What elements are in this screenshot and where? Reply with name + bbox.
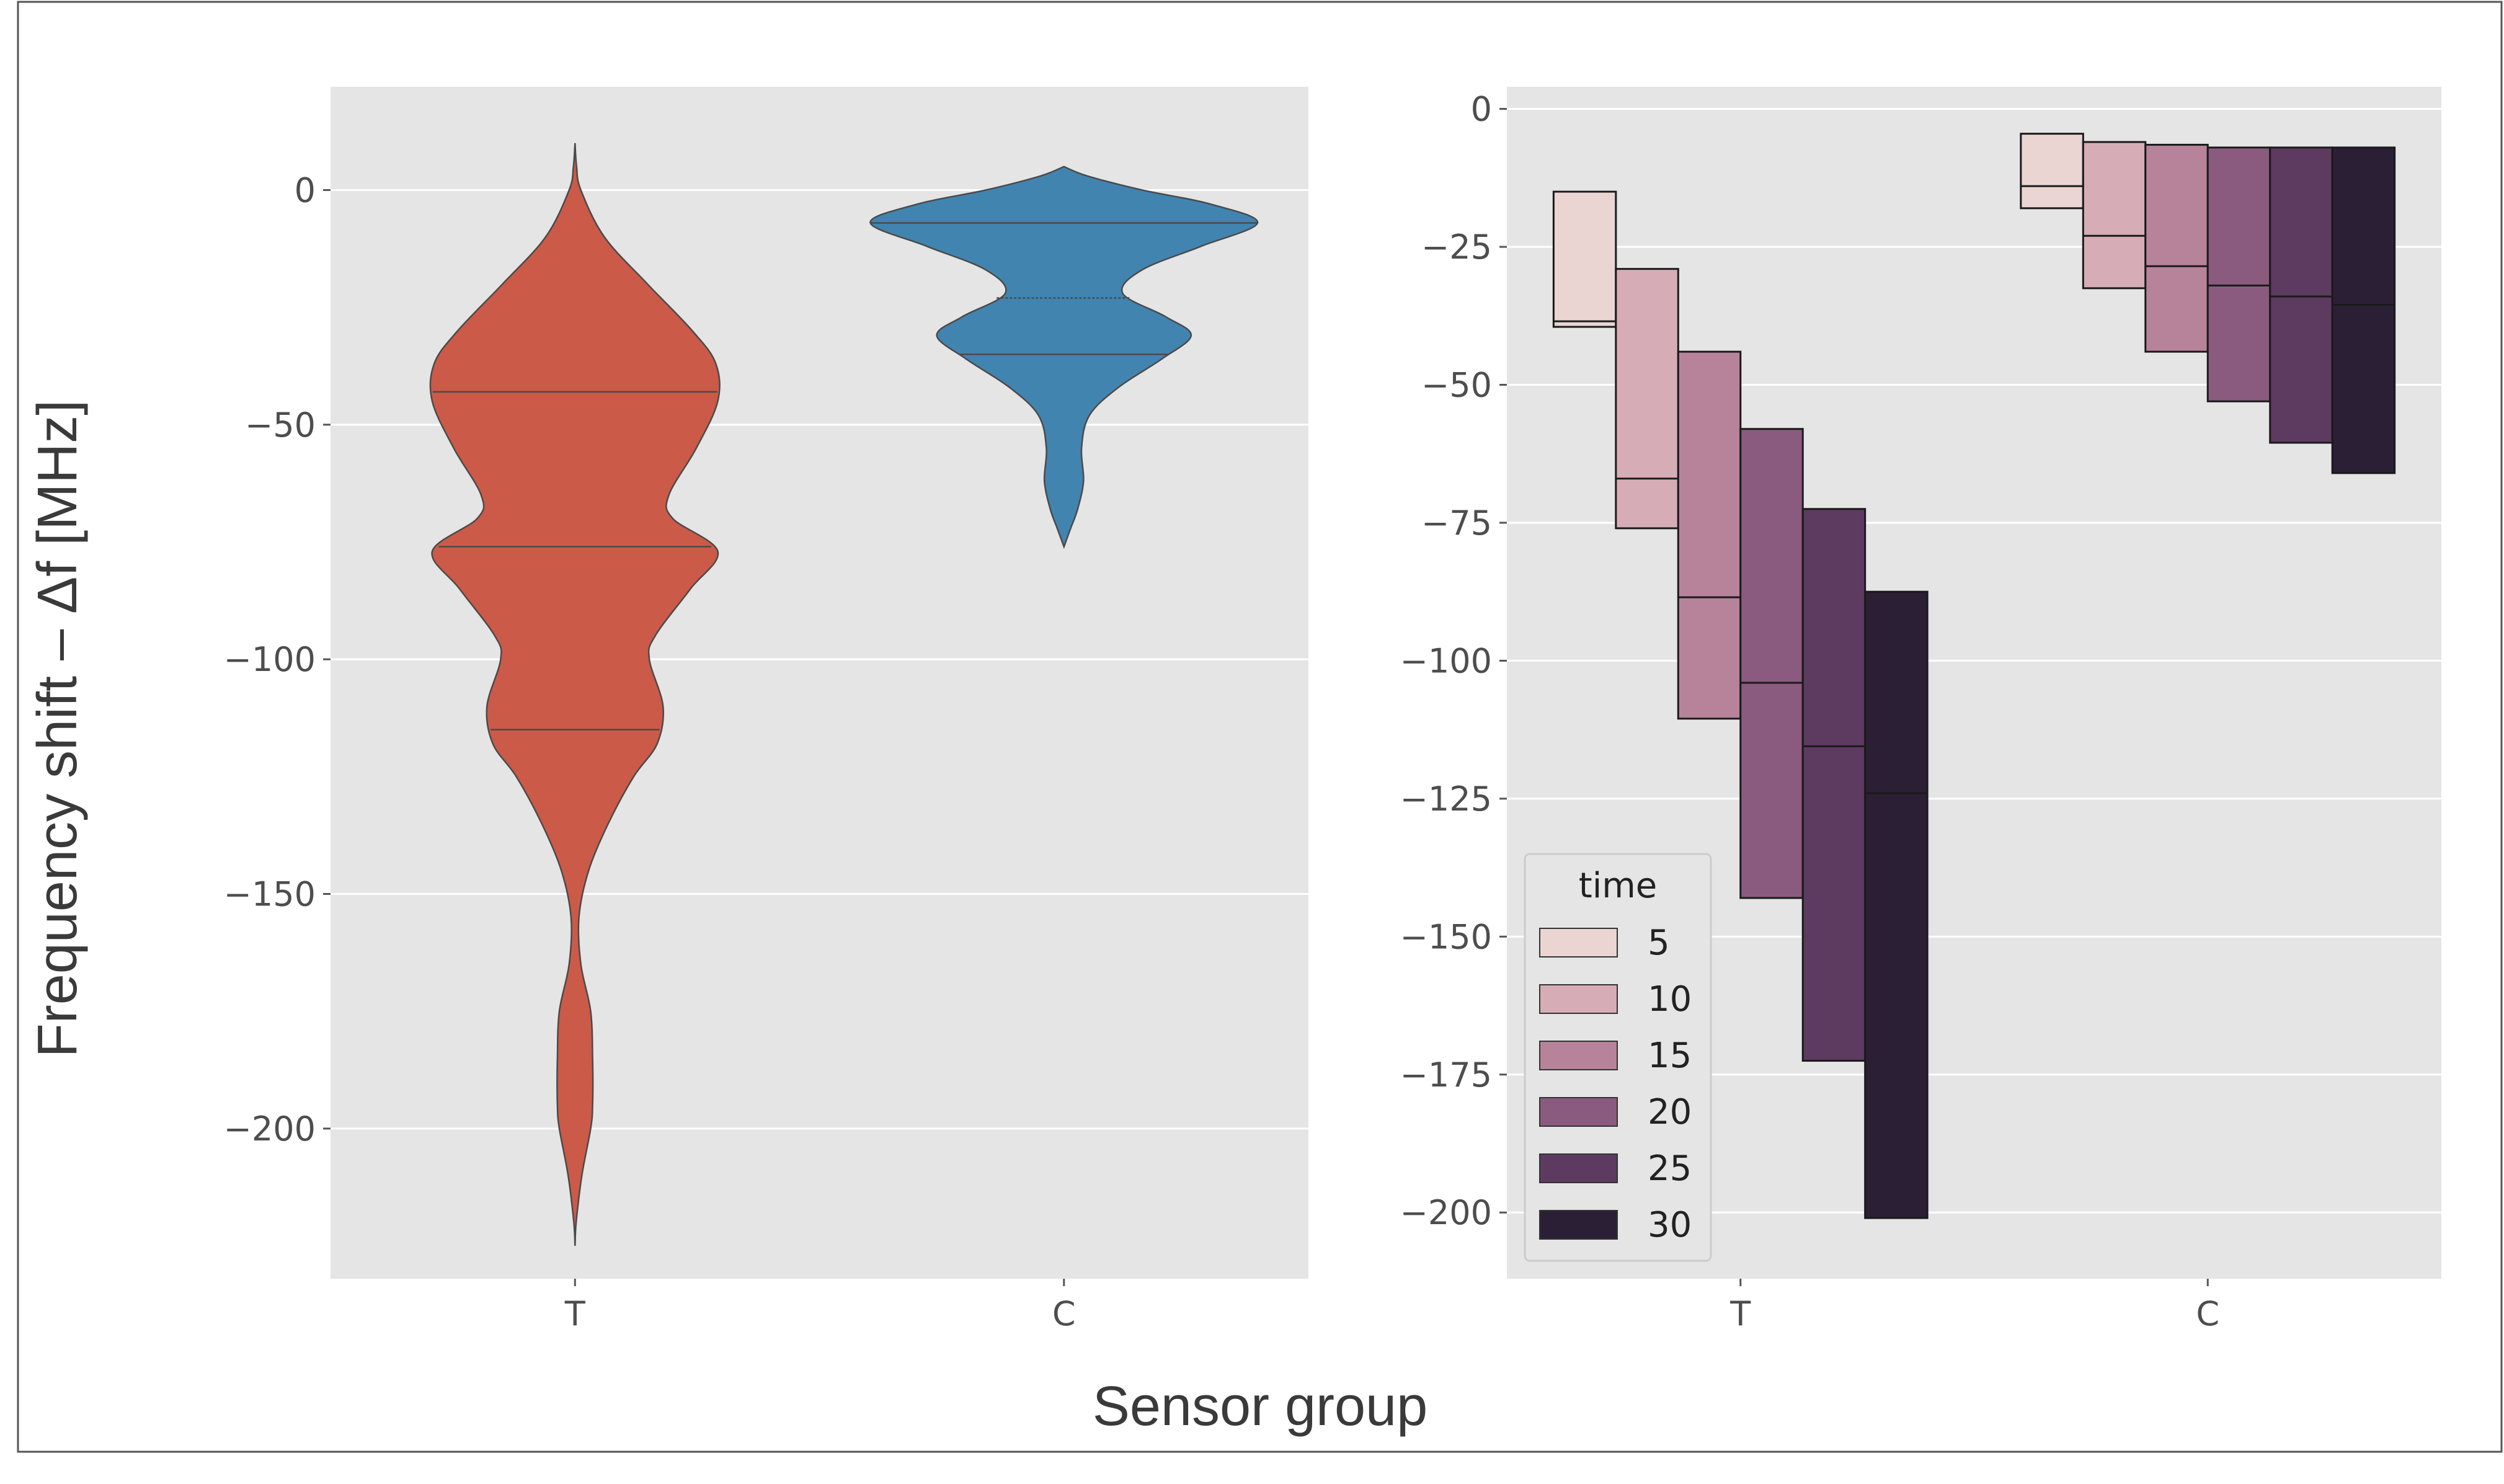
- box-T-15: [1677, 350, 1742, 720]
- box-C-10: [2082, 141, 2147, 290]
- plot-area: [331, 87, 1308, 1279]
- y-tick-label: 0: [295, 171, 316, 210]
- legend-label: 10: [1648, 979, 1692, 1020]
- y-tick-label: −200: [1400, 1193, 1492, 1232]
- legend-swatch: [1539, 928, 1618, 957]
- legend-label: 30: [1648, 1205, 1692, 1245]
- box-C-20: [2206, 146, 2271, 402]
- y-tick-label: −100: [1400, 641, 1492, 680]
- box-C-25: [2269, 146, 2333, 444]
- box-C-30: [2331, 146, 2396, 474]
- x-tick-label: C: [1052, 1294, 1076, 1333]
- violin-C: [869, 166, 1259, 549]
- box-C-5: [2020, 133, 2084, 210]
- violin-T: [429, 143, 721, 1246]
- figure-border: [17, 1, 2503, 1453]
- box-T-25: [1801, 508, 1867, 1062]
- box-T-5: [1552, 190, 1617, 328]
- legend-label: 20: [1648, 1092, 1692, 1132]
- legend-swatch: [1539, 984, 1618, 1014]
- y-tick-label: −200: [224, 1109, 316, 1149]
- y-tick-label: −25: [1421, 228, 1492, 267]
- box-T-30: [1864, 590, 1929, 1219]
- y-axis-title: Frequency shift – Δf [MHz]: [27, 400, 89, 1057]
- legend-swatch: [1539, 1041, 1618, 1070]
- legend-label: 5: [1648, 923, 1670, 963]
- box-T-20: [1739, 428, 1804, 899]
- legend-label: 15: [1648, 1036, 1692, 1076]
- y-tick-label: −50: [245, 406, 316, 445]
- x-axis-title: Sensor group: [1093, 1375, 1427, 1437]
- legend-swatch: [1539, 1210, 1618, 1240]
- y-tick-label: −150: [224, 875, 316, 914]
- legend-swatch: [1539, 1153, 1618, 1183]
- x-tick-label: T: [1729, 1294, 1751, 1333]
- box-T-10: [1615, 268, 1679, 530]
- violin-panel: 0 −50 −100 −150 −200 T C: [224, 87, 1308, 1333]
- y-tick-label: −100: [224, 640, 316, 679]
- legend-title: time: [1579, 866, 1658, 906]
- y-tick-label: −75: [1421, 504, 1492, 543]
- y-tick-label: −150: [1400, 917, 1492, 956]
- legend-label: 25: [1648, 1149, 1692, 1189]
- box-C-15: [2144, 143, 2209, 353]
- y-tick-label: −125: [1400, 780, 1492, 819]
- legend-swatch: [1539, 1097, 1618, 1127]
- y-tick-label: −50: [1421, 366, 1492, 405]
- x-tick-label: C: [2196, 1294, 2219, 1333]
- x-tick-label: T: [564, 1294, 586, 1333]
- y-tick-label: 0: [1471, 90, 1492, 129]
- y-tick-label: −175: [1400, 1055, 1492, 1095]
